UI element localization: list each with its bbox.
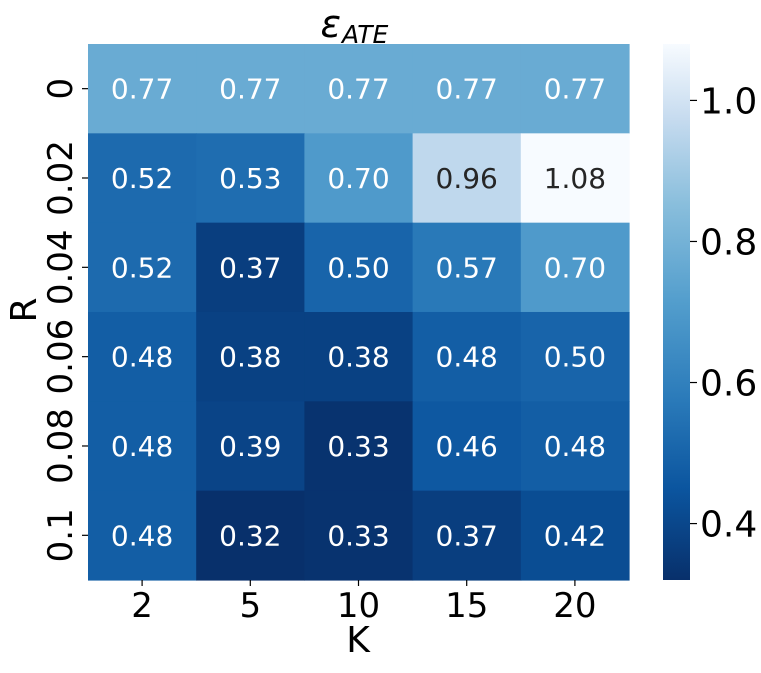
cell-value-label: 0.77 (327, 73, 389, 106)
y-tick-label: 0.06 (41, 319, 81, 395)
colorbar-tick-label: 0.6 (700, 364, 757, 405)
cell-value-label: 0.32 (219, 519, 281, 552)
heatmap-cell (304, 133, 414, 224)
y-axis-ticks: 0 0.02 0.04 0.06 0.08 0.1 (41, 78, 88, 562)
heatmap-cell (304, 401, 414, 492)
heatmap-cell (196, 401, 305, 492)
heatmap-cell (88, 133, 197, 224)
cell-value-label: 0.42 (544, 519, 606, 552)
heatmap-cell (304, 222, 414, 313)
chart-title-epsilon: ε (320, 2, 341, 46)
x-tick-label: 20 (553, 586, 596, 626)
heatmap-cell (520, 44, 630, 134)
heatmap-cell (520, 401, 630, 492)
x-tick-label: 10 (337, 586, 380, 626)
heatmap-cell (412, 311, 522, 402)
y-tick-label: 0.02 (41, 140, 81, 216)
heatmap-cell (520, 490, 630, 581)
cell-value-label: 0.77 (436, 73, 498, 106)
cell-value-label: 0.33 (327, 519, 389, 552)
cell-value-label: 0.38 (219, 341, 281, 374)
colorbar (663, 44, 690, 580)
heatmap-cell (304, 311, 414, 402)
colorbar-ticks: 0.4 0.6 0.8 1.0 (690, 81, 757, 546)
cell-value-label: 0.77 (111, 73, 173, 106)
cell-value-label: 0.37 (436, 519, 498, 552)
heatmap-cell (88, 311, 197, 402)
cell-value-label: 0.37 (219, 251, 281, 284)
cell-value-label: 0.48 (544, 430, 606, 463)
cell-value-label: 0.38 (327, 341, 389, 374)
x-tick-label: 5 (239, 586, 261, 626)
heatmap-cell (88, 44, 197, 134)
heatmap-annotations: 0.77 0.77 0.77 0.77 0.77 0.52 0.53 0.70 0.96 1.08… (111, 73, 606, 553)
colorbar-tick-label: 0.8 (700, 222, 757, 263)
cell-value-label: 0.46 (436, 430, 498, 463)
heatmap-cell (520, 133, 630, 224)
cell-value-label: 0.70 (327, 162, 389, 195)
heatmap-cell (412, 401, 522, 492)
heatmap-cell (520, 311, 630, 402)
x-tick-label: 15 (445, 586, 488, 626)
heatmap-cell (196, 44, 305, 134)
cell-value-label: 0.50 (544, 341, 606, 374)
heatmap-cell (88, 401, 197, 492)
cell-value-label: 0.96 (436, 162, 498, 195)
heatmap-cell (196, 311, 305, 402)
y-axis-label: R (4, 297, 45, 322)
y-tick-label: 0.04 (41, 229, 81, 305)
heatmap-cell (196, 133, 305, 224)
cell-value-label: 0.52 (111, 251, 173, 284)
colorbar-tick-label: 1.0 (700, 81, 757, 122)
cell-value-label: 0.70 (544, 251, 606, 284)
chart-title: ε ATE (320, 2, 388, 49)
y-tick-label: 0.08 (41, 408, 81, 484)
cell-value-label: 0.53 (219, 162, 281, 195)
cell-value-label: 0.48 (111, 430, 173, 463)
y-tick-label: 0 (41, 78, 81, 100)
heatmap-cell (88, 222, 197, 313)
y-tick-label: 0.1 (41, 508, 81, 562)
cell-value-label: 0.39 (219, 430, 281, 463)
heatmap-cells (88, 44, 630, 581)
heatmap-cell (412, 490, 522, 581)
x-axis-ticks: 2 5 10 15 20 (131, 580, 597, 626)
cell-value-label: 0.33 (327, 430, 389, 463)
cell-value-label: 1.08 (544, 162, 606, 195)
cell-value-label: 0.48 (111, 341, 173, 374)
cell-value-label: 0.48 (111, 519, 173, 552)
heatmap-cell (304, 44, 414, 134)
heatmap-cell (196, 490, 305, 581)
cell-value-label: 0.77 (544, 73, 606, 106)
heatmap-cell (304, 490, 414, 581)
cell-value-label: 0.77 (219, 73, 281, 106)
heatmap-cell (88, 490, 197, 581)
heatmap-cell (412, 222, 522, 313)
heatmap-cell (412, 133, 522, 224)
colorbar-tick-label: 0.4 (700, 505, 757, 546)
cell-value-label: 0.57 (436, 251, 498, 284)
heatmap-cell (196, 222, 305, 313)
heatmap-cell (412, 44, 522, 134)
x-axis-label: K (346, 620, 371, 661)
heatmap-cell (520, 222, 630, 313)
cell-value-label: 0.48 (436, 341, 498, 374)
cell-value-label: 0.52 (111, 162, 173, 195)
x-tick-label: 2 (131, 586, 153, 626)
cell-value-label: 0.50 (327, 251, 389, 284)
